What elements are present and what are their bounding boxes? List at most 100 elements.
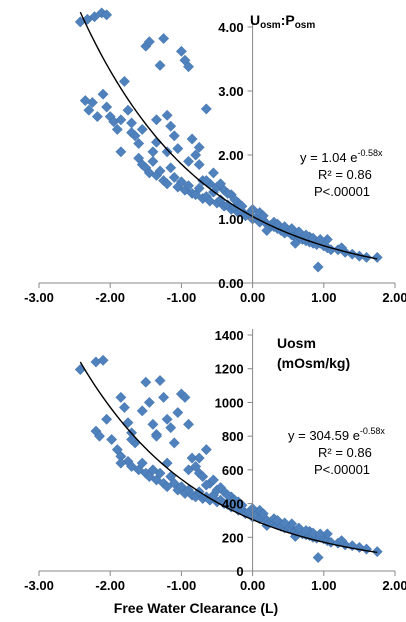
bottom-y-tick-label: 0 xyxy=(236,564,243,579)
top-data-point xyxy=(161,178,173,190)
top-fit-eq-prefix: y = 1.04 e xyxy=(300,150,357,165)
bottom-data-point xyxy=(168,437,180,449)
top-data-point xyxy=(200,103,212,115)
top-data-point xyxy=(172,143,184,155)
top-data-point xyxy=(175,176,187,188)
bottom-data-point xyxy=(325,536,337,548)
bottom-data-point xyxy=(136,405,148,417)
top-data-point xyxy=(154,165,166,177)
bottom-fit-eq-exponent: -0.58x xyxy=(360,426,386,436)
top-x-tick-labels: -3.00 -2.00 -1.00 0.00 1.00 2.00 xyxy=(24,290,406,305)
bottom-p-value: P<.00001 xyxy=(314,462,370,477)
bottom-data-point xyxy=(97,354,109,366)
top-y-axis-label: Uosm:Posm xyxy=(250,12,315,31)
top-data-point xyxy=(126,117,138,129)
bottom-data-point xyxy=(371,546,383,558)
top-r-squared: R² = 0.86 xyxy=(318,167,372,182)
bottom-x-axis-label: Free Water Clearance (L) xyxy=(114,600,278,616)
top-data-point xyxy=(115,146,127,158)
top-data-point xyxy=(183,155,195,167)
bottom-data-point xyxy=(200,479,212,491)
bottom-data-point xyxy=(115,391,127,403)
top-data-point xyxy=(371,251,383,263)
top-y-tick-label: 3.00 xyxy=(218,84,243,99)
bottom-data-point xyxy=(361,543,373,555)
bottom-data-point xyxy=(229,494,241,506)
bottom-data-point xyxy=(74,364,86,376)
bottom-data-point xyxy=(200,444,212,456)
bottom-data-point xyxy=(122,417,134,429)
bottom-data-point xyxy=(179,391,191,403)
top-data-point xyxy=(97,88,109,100)
bottom-data-point xyxy=(101,413,113,425)
bottom-data-point xyxy=(300,525,312,537)
bottom-data-point xyxy=(257,508,269,520)
bottom-data-point xyxy=(143,396,155,408)
top-data-point xyxy=(312,261,324,273)
top-data-point xyxy=(86,97,98,109)
top-data-point xyxy=(207,167,219,179)
bottom-data-point xyxy=(272,514,284,526)
bottom-data-point xyxy=(147,418,159,430)
top-data-point xyxy=(175,45,187,57)
bottom-data-point xyxy=(279,517,291,529)
chart-top-urine-plasma-ratio: -3.00 -2.00 -1.00 0.00 1.00 2.00 0.00 1.00 2.00… xyxy=(24,7,406,305)
top-data-point xyxy=(133,137,145,149)
bottom-y-tick-label: 200 xyxy=(222,530,244,545)
top-data-point xyxy=(91,111,103,123)
top-data-point xyxy=(165,120,177,132)
top-data-point xyxy=(118,75,130,87)
bottom-data-point xyxy=(115,457,127,469)
top-data-point xyxy=(168,130,180,142)
top-data-point xyxy=(101,101,113,113)
top-data-point xyxy=(186,133,198,145)
top-data-point xyxy=(193,159,205,171)
top-fit-curve xyxy=(79,11,378,260)
bottom-r-squared: R² = 0.86 xyxy=(318,445,372,460)
top-data-point xyxy=(261,225,273,237)
top-data-point xyxy=(193,182,205,194)
bottom-y-tick-label: 800 xyxy=(222,429,244,444)
top-data-point xyxy=(147,155,159,167)
top-data-point xyxy=(168,171,180,183)
top-y-tick-label: 1.00 xyxy=(218,212,243,227)
bottom-data-point xyxy=(193,452,205,464)
bottom-y-tick-label: 1000 xyxy=(215,395,244,410)
top-scatter-points xyxy=(74,7,383,273)
bottom-data-point xyxy=(215,482,227,494)
bottom-data-point xyxy=(106,434,118,445)
top-y-tick-labels: 0.00 1.00 2.00 3.00 4.00 xyxy=(218,20,243,291)
bottom-data-point xyxy=(126,461,138,472)
top-data-point xyxy=(161,109,173,121)
top-y-tick-label: 4.00 xyxy=(218,20,243,35)
top-data-point xyxy=(161,146,173,158)
top-x-tick-label: -1.00 xyxy=(167,290,197,305)
top-data-point xyxy=(136,123,148,135)
bottom-data-point xyxy=(161,457,173,469)
top-data-point xyxy=(122,104,134,116)
bottom-data-point xyxy=(118,402,130,413)
top-data-point xyxy=(257,210,269,222)
bottom-fit-curve xyxy=(79,361,378,554)
bottom-data-point xyxy=(154,375,166,386)
top-data-point xyxy=(183,180,195,192)
bottom-data-point xyxy=(222,489,234,501)
bottom-data-point xyxy=(312,552,324,563)
top-data-point xyxy=(183,61,195,73)
bottom-data-point xyxy=(154,467,166,479)
top-data-point xyxy=(101,9,113,21)
bottom-x-tick-label: 2.00 xyxy=(382,578,406,593)
top-data-point xyxy=(158,33,170,45)
top-y-label-colon: :P xyxy=(281,12,295,28)
top-y-label-sub1: osm xyxy=(260,20,281,31)
chart-bottom-urine-osmolality: -3.00 -2.00 -1.00 0.00 1.00 2.00 0 200 400 600 80… xyxy=(24,328,406,616)
top-data-point xyxy=(215,178,227,190)
top-data-point xyxy=(165,162,177,174)
top-data-point xyxy=(143,36,155,48)
bottom-data-point xyxy=(207,474,219,486)
top-data-point xyxy=(222,187,234,199)
top-x-tick-label: 0.00 xyxy=(240,290,265,305)
bottom-y-tick-label: 1200 xyxy=(215,362,244,377)
bottom-y-label-line1: Uosm xyxy=(277,335,316,351)
